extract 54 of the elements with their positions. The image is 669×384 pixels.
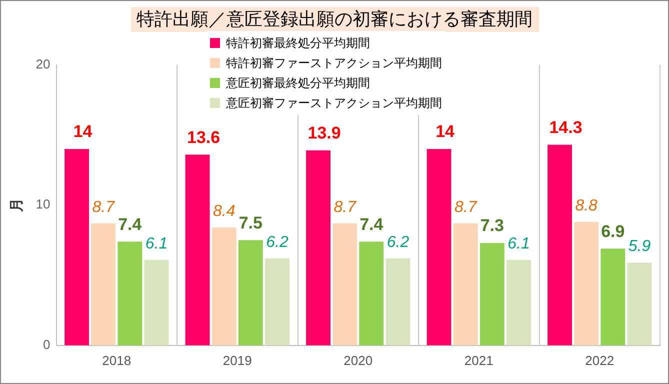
bar (332, 223, 358, 346)
data-label: 14 (73, 122, 93, 142)
chart-title: 特許出願／意匠登録出願の初審における審査期間 (130, 7, 538, 32)
bar (480, 242, 504, 346)
data-label: 14 (436, 122, 456, 142)
data-label: 8.4 (212, 203, 236, 220)
legend-label: 意匠初審ファーストアクション平均期間 (226, 95, 442, 112)
bar (238, 240, 263, 346)
bar (185, 154, 210, 346)
bar (548, 144, 572, 346)
x-tick-label: 2019 (222, 352, 252, 368)
legend-label: 特許初審ファーストアクション平均期間 (226, 55, 442, 72)
data-label: 13.6 (186, 128, 220, 147)
y-axis-title: 月 (9, 198, 26, 214)
data-label: 6.2 (266, 234, 288, 251)
data-label: 8.7 (334, 198, 358, 216)
data-label: 5.9 (628, 238, 651, 256)
data-label: 6.9 (601, 222, 625, 241)
bar (265, 258, 290, 346)
data-label: 13.9 (308, 124, 341, 143)
bar (118, 242, 142, 346)
bar (627, 262, 652, 346)
bar (144, 260, 169, 346)
bar (386, 258, 410, 346)
y-tick-label: 10 (36, 196, 50, 212)
bar (359, 242, 384, 346)
x-tick-label: 2020 (344, 352, 373, 368)
x-tick-label: 2021 (464, 352, 494, 368)
bar (453, 223, 478, 346)
data-label: 7.3 (480, 216, 504, 236)
data-label: 8.8 (575, 197, 598, 214)
data-label: 8.7 (454, 198, 478, 216)
bar (506, 260, 531, 346)
data-label: 6.2 (386, 234, 410, 251)
data-label: 8.7 (92, 198, 116, 216)
data-label: 6.1 (508, 235, 530, 252)
data-label: 6.1 (145, 235, 168, 252)
data-label: 7.4 (360, 214, 384, 234)
data-label: 7.5 (238, 213, 262, 232)
bar (426, 148, 452, 346)
bar (600, 248, 626, 346)
bar (91, 223, 116, 346)
y-tick-label: 20 (36, 56, 50, 72)
legend-label: 特許初審最終処分平均期間 (226, 35, 370, 52)
bar (212, 228, 236, 346)
data-label: 7.4 (118, 214, 142, 234)
x-tick-label: 2018 (102, 352, 132, 368)
x-tick-label: 2022 (585, 352, 614, 368)
bar (574, 222, 599, 346)
legend-label: 意匠初審最終処分平均期間 (226, 75, 370, 92)
y-tick-label: 0 (43, 336, 50, 352)
data-label: 14.3 (549, 118, 582, 137)
bar (306, 150, 331, 346)
bar (64, 148, 90, 346)
